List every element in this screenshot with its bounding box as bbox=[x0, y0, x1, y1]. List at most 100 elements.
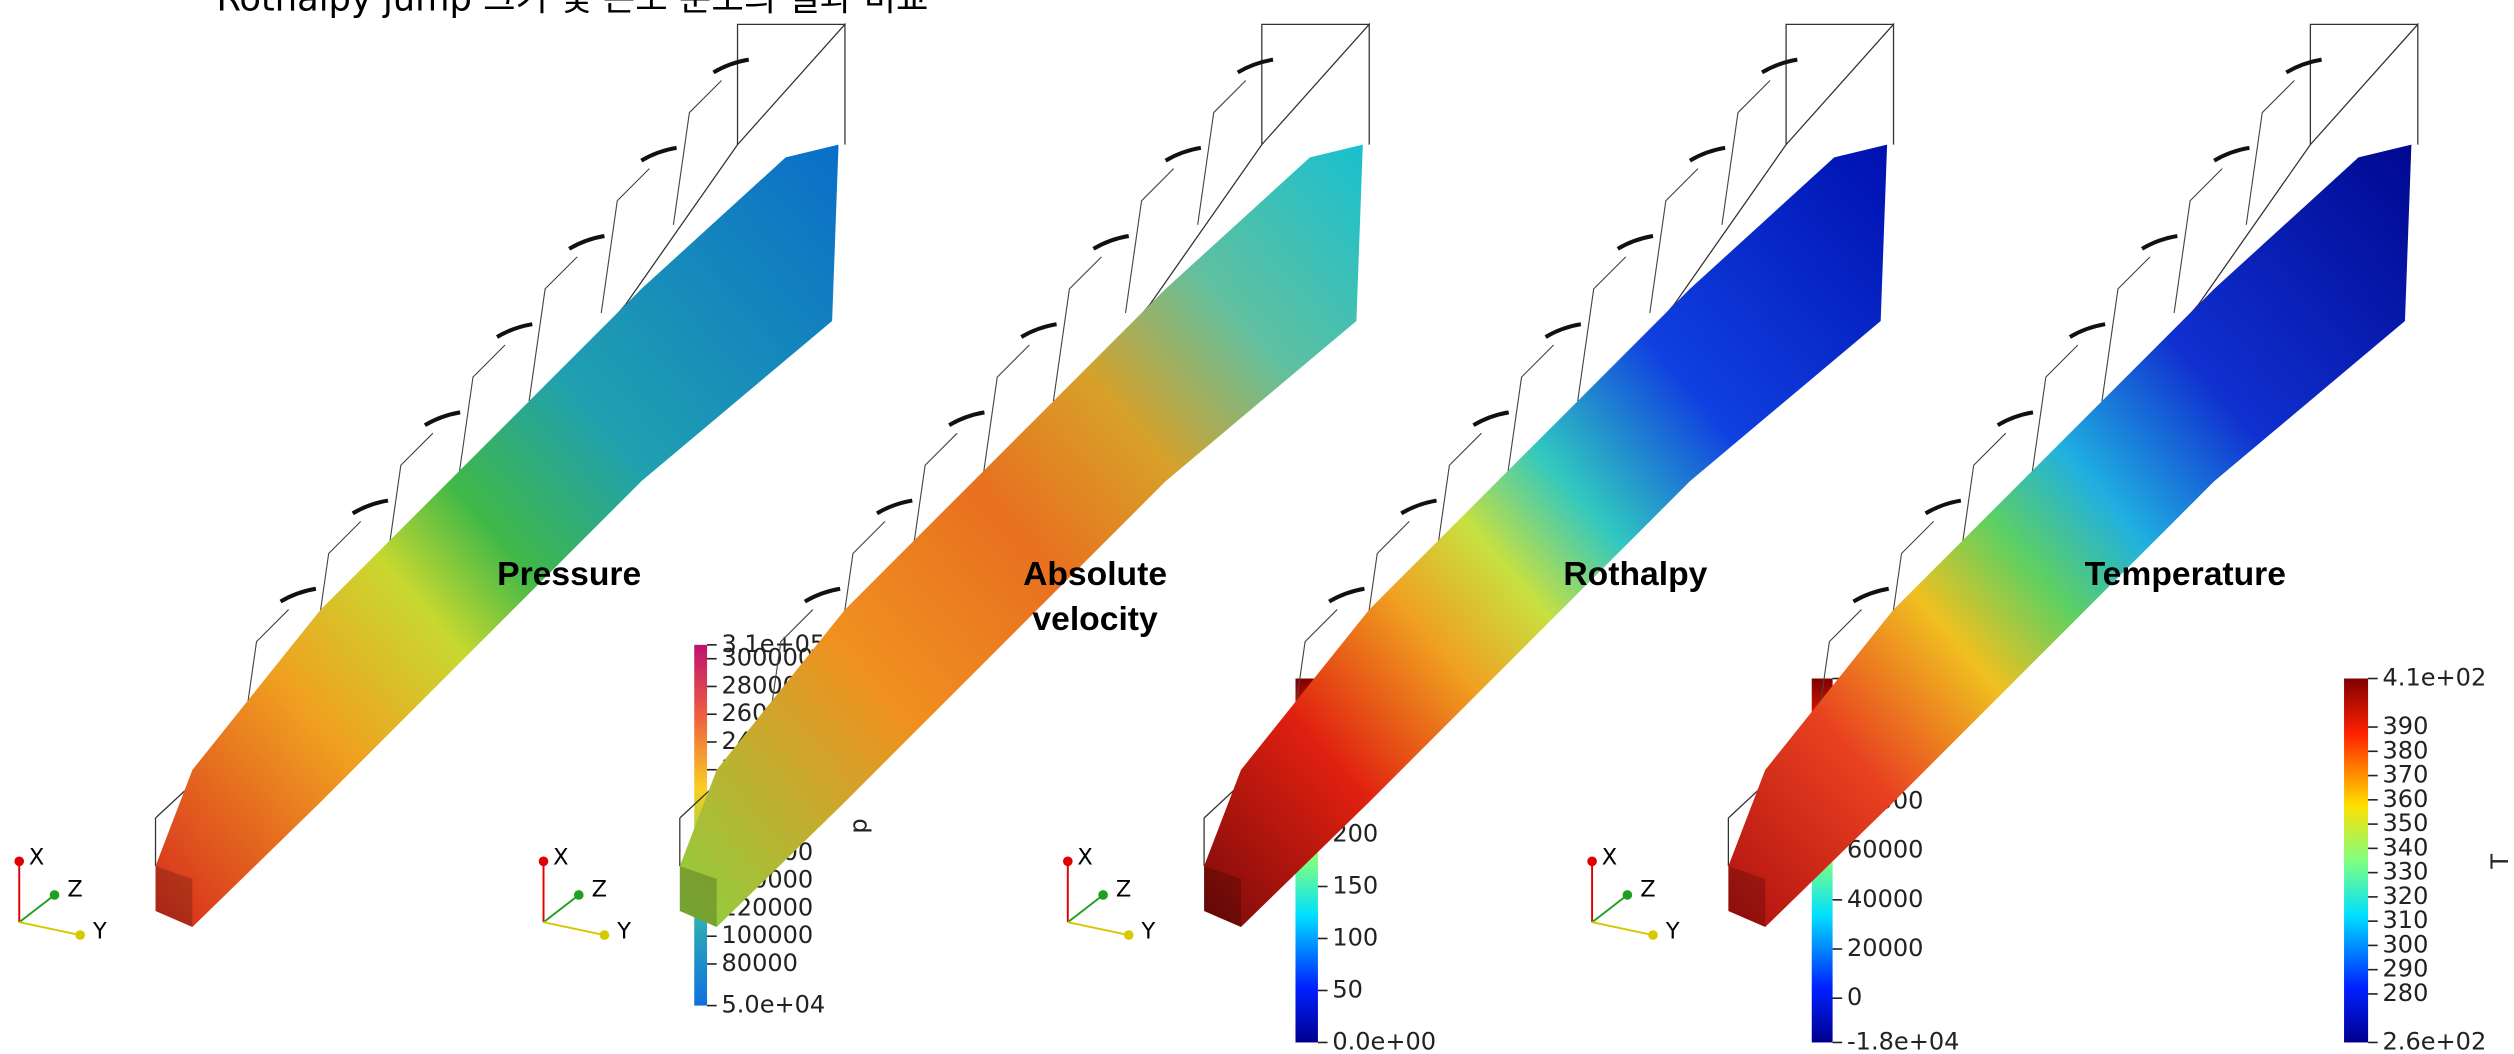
axis-label: X bbox=[1077, 845, 1092, 871]
axis-head bbox=[1063, 856, 1073, 866]
colorbars: 5.0e+04800001000001200001400001600001800… bbox=[694, 630, 2514, 1054]
tick-label: 2.6e+02 bbox=[2383, 1027, 2487, 1054]
axis-arrow bbox=[1592, 895, 1627, 922]
blade bbox=[2070, 324, 2105, 337]
blade bbox=[353, 501, 388, 514]
blade-outline bbox=[2246, 80, 2294, 224]
axis-head bbox=[1648, 930, 1658, 940]
axis-label: X bbox=[553, 845, 568, 871]
axis-arrow bbox=[1068, 895, 1103, 922]
page: Rothalpy jump 크기 및 온도 분포의 결과 비교 5.0e+04 8… bbox=[0, 0, 2514, 1054]
blade bbox=[1926, 501, 1961, 514]
tick-label: 100 bbox=[1332, 923, 1378, 951]
blade bbox=[1238, 60, 1273, 73]
blade bbox=[713, 60, 748, 73]
panel-label: Pressure bbox=[497, 556, 641, 593]
tick-label: 100000 bbox=[721, 921, 813, 949]
blade bbox=[425, 412, 460, 425]
tick-label: 360 bbox=[2383, 785, 2429, 813]
blade bbox=[1690, 148, 1725, 161]
tick-label: 280 bbox=[2383, 979, 2429, 1007]
axis-arrow bbox=[19, 922, 80, 935]
tick-label: 150 bbox=[1332, 871, 1378, 899]
colorbar-title: p bbox=[844, 818, 872, 833]
axis-head bbox=[75, 930, 85, 940]
blade bbox=[2142, 236, 2177, 249]
tick-label: 330 bbox=[2383, 858, 2429, 886]
axis-head bbox=[50, 890, 60, 900]
blade bbox=[1546, 324, 1581, 337]
blade-outline bbox=[1198, 80, 1246, 224]
axis-arrow bbox=[1068, 922, 1129, 935]
axis-label: Y bbox=[1141, 918, 1156, 944]
axis-label: X bbox=[1602, 845, 1617, 871]
axis-arrow bbox=[544, 895, 579, 922]
colorbar-title: T bbox=[2486, 854, 2514, 870]
tick-label: 370 bbox=[2383, 761, 2429, 789]
tick-label: 4.1e+02 bbox=[2383, 664, 2487, 692]
tick-label: 340 bbox=[2383, 833, 2429, 861]
tick-label: 0.0e+00 bbox=[1332, 1027, 1436, 1054]
blade bbox=[281, 589, 316, 602]
tick-label: 380 bbox=[2383, 736, 2429, 764]
blade bbox=[1473, 412, 1508, 425]
axis-label: Y bbox=[92, 918, 107, 944]
blade bbox=[497, 324, 532, 337]
blade bbox=[1853, 589, 1888, 602]
blade bbox=[949, 412, 984, 425]
blade bbox=[1166, 148, 1201, 161]
label-line: velocity bbox=[1032, 601, 1158, 638]
tick-label: 5.0e+04 bbox=[721, 991, 825, 1019]
axis-arrow bbox=[544, 922, 605, 935]
colorbar bbox=[2344, 679, 2368, 1043]
tick-label: 60000 bbox=[1847, 836, 1923, 864]
axis-head bbox=[1587, 856, 1597, 866]
panel-label: Rothalpy bbox=[1563, 556, 1707, 593]
tick-label: 310 bbox=[2383, 906, 2429, 934]
blade bbox=[1762, 60, 1797, 73]
axis-head bbox=[14, 856, 24, 866]
tick-label: 320 bbox=[2383, 882, 2429, 910]
axis-head bbox=[574, 890, 584, 900]
tick-label: 80000 bbox=[721, 949, 797, 977]
geometries bbox=[156, 24, 2418, 927]
tick-label: 3.1e+05 bbox=[721, 630, 825, 658]
axis-label: Y bbox=[1665, 918, 1680, 944]
axis-label: Z bbox=[592, 877, 607, 903]
tick-label: 290 bbox=[2383, 955, 2429, 983]
tick-label: 0 bbox=[1847, 983, 1862, 1011]
blade bbox=[1093, 236, 1128, 249]
axis-label: X bbox=[29, 845, 44, 871]
blade bbox=[1021, 324, 1056, 337]
figure: Rothalpy jump 크기 및 온도 분포의 결과 비교 5.0e+04 8… bbox=[0, 0, 2514, 1054]
axis-head bbox=[600, 930, 610, 940]
tick-label: -1.8e+04 bbox=[1847, 1027, 1959, 1054]
label-line: Absolute bbox=[1023, 556, 1167, 593]
blade-outline bbox=[1722, 80, 1770, 224]
blade bbox=[2286, 60, 2321, 73]
axis-arrow bbox=[1592, 922, 1653, 935]
blade bbox=[805, 589, 840, 602]
axis-label: Z bbox=[67, 877, 82, 903]
blade bbox=[1401, 501, 1436, 514]
blade bbox=[877, 501, 912, 514]
panel-label: Temperature bbox=[2085, 556, 2286, 593]
blade bbox=[641, 148, 676, 161]
blade bbox=[1329, 589, 1364, 602]
axis-label: Z bbox=[1640, 877, 1655, 903]
axis-head bbox=[1623, 890, 1633, 900]
tick-label: 350 bbox=[2383, 809, 2429, 837]
tick-label: 40000 bbox=[1847, 885, 1923, 913]
axis-head bbox=[1124, 930, 1134, 940]
axis-head bbox=[1098, 890, 1108, 900]
blade-outline bbox=[673, 80, 721, 224]
blade bbox=[1618, 236, 1653, 249]
axis-head bbox=[539, 856, 549, 866]
blade bbox=[569, 236, 604, 249]
caption: Rothalpy jump 크기 및 온도 분포의 결과 비교 bbox=[216, 0, 928, 19]
blade bbox=[2214, 148, 2249, 161]
tick-label: 300 bbox=[2383, 930, 2429, 958]
axis-label: Y bbox=[616, 918, 631, 944]
tick-label: 20000 bbox=[1847, 934, 1923, 962]
tick-label: 50 bbox=[1332, 975, 1363, 1003]
